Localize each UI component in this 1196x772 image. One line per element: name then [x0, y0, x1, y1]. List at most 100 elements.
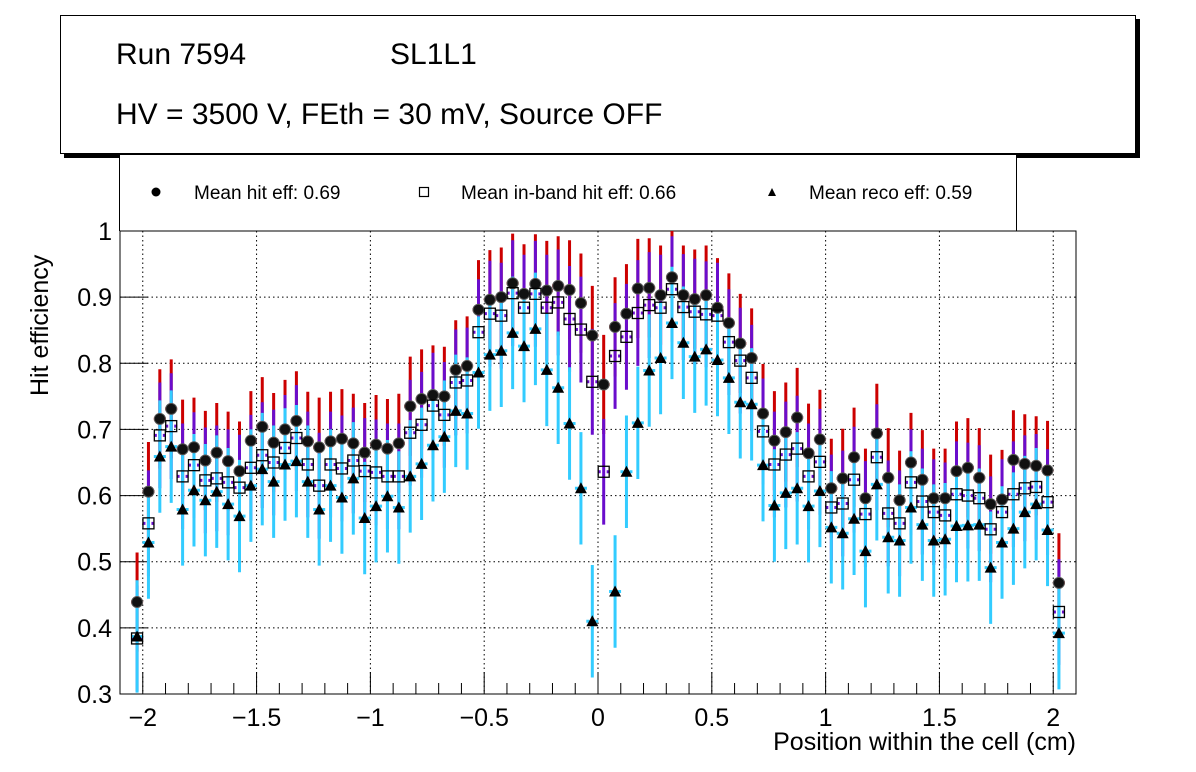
data-point-inband: [438, 408, 451, 422]
data-point-inband: [859, 507, 872, 521]
data-point-hit: [1052, 576, 1065, 589]
data-point-hit: [643, 281, 656, 294]
data-point-hit: [870, 427, 883, 440]
data-point-inband: [506, 287, 519, 300]
data-point-hit: [722, 316, 735, 329]
data-point-reco: [1041, 523, 1054, 535]
y-tick-label: 0.4: [77, 615, 112, 643]
data-point-inband: [244, 461, 258, 474]
data-point-reco: [267, 475, 280, 487]
data-point-inband: [495, 309, 508, 322]
data-point-hit: [631, 282, 644, 295]
data-point-hit: [973, 471, 986, 484]
data-point-reco: [358, 512, 371, 524]
data-point-hit: [745, 351, 758, 364]
data-point-inband: [313, 479, 326, 492]
data-point-inband: [529, 287, 542, 300]
data-point-reco: [426, 439, 439, 451]
data-point-hit: [802, 447, 815, 460]
data-point-reco: [506, 326, 519, 338]
data-point-hit: [677, 289, 690, 302]
data-point-inband: [335, 462, 349, 475]
data-point-hit: [711, 301, 724, 314]
data-point-inband: [267, 456, 280, 469]
data-point-hit: [233, 465, 246, 478]
run-label: Run 7594: [116, 38, 247, 71]
data-point-reco: [518, 340, 531, 352]
data-point-inband: [597, 465, 610, 478]
data-point-inband: [552, 296, 565, 309]
data-point-hit: [279, 423, 292, 436]
data-point-reco: [893, 534, 906, 546]
data-point-hit: [529, 277, 542, 290]
data-point-hit: [813, 433, 826, 446]
data-point-reco: [370, 500, 383, 512]
data-point-hit: [1007, 453, 1020, 466]
data-point-reco: [984, 561, 997, 573]
data-point-inband: [813, 455, 827, 468]
data-point-hit: [415, 393, 428, 406]
data-point-reco: [996, 536, 1009, 548]
data-point-inband: [256, 449, 269, 462]
data-point-inband: [1052, 605, 1066, 619]
data-point-reco: [631, 416, 644, 428]
data-point-hit: [574, 297, 587, 310]
data-point-reco: [449, 404, 462, 416]
data-point-hit: [734, 337, 747, 350]
data-point-hit: [381, 442, 394, 455]
data-point-reco: [950, 519, 963, 531]
data-point-hit: [392, 437, 405, 450]
data-point-reco: [859, 545, 872, 557]
data-point-reco: [677, 336, 690, 348]
data-point-inband: [722, 335, 736, 349]
x-tick-label: 0: [591, 704, 605, 732]
data-point-inband: [654, 301, 667, 314]
data-point-reco: [745, 398, 758, 410]
data-point-reco: [256, 463, 269, 475]
data-point-inband: [631, 306, 644, 320]
data-point-reco: [131, 630, 144, 642]
data-point-reco: [563, 417, 576, 429]
data-point-hit: [665, 271, 678, 284]
data-point-inband: [392, 470, 405, 483]
data-point-hit: [916, 473, 929, 486]
data-point-reco: [381, 490, 394, 502]
x-tick-label: −0.5: [460, 704, 509, 732]
legend-circle-icon: [151, 187, 161, 197]
data-point-inband: [586, 375, 599, 388]
data-point-hit: [893, 494, 906, 507]
data-point-reco: [495, 344, 508, 356]
data-point-hit: [370, 438, 383, 451]
legend-square-icon: [418, 186, 430, 198]
data-point-hit: [324, 435, 337, 448]
data-point-hit: [904, 456, 917, 469]
data-point-reco: [836, 527, 849, 539]
data-point-hit: [404, 400, 417, 413]
data-point-inband: [904, 476, 918, 489]
data-point-hit: [540, 284, 553, 297]
y-tick-label: 1: [98, 218, 112, 246]
data-point-reco: [153, 450, 166, 462]
data-point-reco: [665, 316, 678, 328]
data-point-inband: [711, 309, 724, 322]
legend-triangle-icon: [768, 188, 776, 196]
data-point-reco: [916, 518, 929, 530]
data-point-hit: [165, 402, 178, 415]
data-point-reco: [540, 363, 553, 375]
data-point-reco: [688, 350, 701, 362]
data-point-hit: [552, 279, 565, 292]
data-point-inband: [153, 429, 166, 442]
data-point-reco: [848, 512, 861, 524]
data-point-inband: [745, 371, 758, 384]
data-point-inband: [290, 431, 303, 445]
data-point-inband: [472, 326, 485, 339]
data-point-hit: [563, 283, 576, 296]
x-tick-label: 1: [819, 704, 833, 732]
data-point-inband: [620, 330, 633, 343]
data-point-reco: [825, 521, 838, 533]
data-point-reco: [142, 536, 155, 548]
data-point-hit: [176, 443, 189, 456]
data-point-inband: [165, 419, 178, 433]
data-point-hit: [609, 320, 622, 333]
data-point-inband: [404, 426, 417, 439]
